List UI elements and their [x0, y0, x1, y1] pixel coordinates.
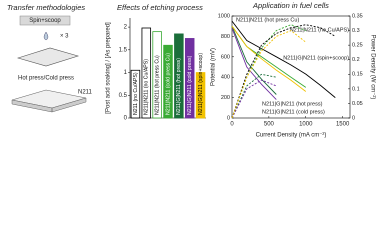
y-axis-label: Potential (mV) [211, 48, 217, 86]
repeat-label: × 3 [60, 34, 69, 40]
bar-label: N211|N211 (no Cu/APS) [144, 59, 150, 115]
series-label: N211|G|N211 (spin+scoop) [283, 55, 349, 61]
series-label: N211|G|N211 (hot press) [262, 101, 323, 107]
bar [195, 72, 206, 119]
series-label: N211|N211 (no Cu/APS) [290, 27, 349, 33]
plot-frame [231, 15, 351, 119]
y2-tick-label: 0.3 [352, 28, 360, 34]
polarization-curve [231, 25, 307, 92]
bar [130, 69, 141, 119]
y-tick-label: 1000 [218, 13, 230, 19]
y-tick-label: 1 [124, 70, 128, 76]
droplet [43, 31, 49, 41]
y2-tick-label: 0.05 [352, 101, 363, 107]
press-edge [11, 97, 87, 113]
y2-tick-label: 0.2 [352, 57, 360, 63]
polarization-curve [231, 20, 336, 98]
y-tick-label: 1.5 [119, 47, 128, 53]
bar [184, 38, 195, 119]
step-label: Hot press/Cold press [18, 76, 74, 82]
bar [174, 33, 184, 119]
y2-tick-label: 0.1 [352, 86, 360, 92]
bar [152, 31, 162, 119]
power-curve [231, 30, 307, 119]
y-tick-label: 2 [124, 25, 128, 31]
series-label: N211|N211 (hot press Cu) [236, 17, 299, 23]
y-tick-label: 0.5 [119, 93, 128, 99]
step-box [19, 15, 71, 26]
y2-axis-label: Power Density (W cm⁻²) [369, 35, 375, 100]
y-axis-label: [Post acid soaking] / [As prepared] [106, 22, 112, 114]
bar [163, 44, 173, 119]
y2-tick-label: 0.15 [352, 72, 363, 78]
series-label: N211|G|N211 (cold press) [262, 109, 325, 115]
y-tick-label: 200 [221, 95, 230, 101]
power-curve [231, 73, 277, 119]
membrane-label: N211 [78, 90, 93, 96]
x-tick-label: 1500 [336, 122, 350, 128]
panel-title: Transfer methodologies [7, 3, 85, 12]
bar-label: N211|G|N211 (spin+scoop) [198, 53, 204, 115]
y2-tick-label: 0.25 [352, 43, 363, 49]
x-tick-label: 1000 [299, 122, 313, 128]
chart-title: Effects of etching process [117, 3, 203, 12]
y-tick-label: 0 [124, 116, 128, 122]
bar-label: N211|G|N211 (hot press) [176, 58, 182, 115]
y2-tick-label: 0 [352, 115, 355, 121]
bar-label: N211 (no Cu/APS) [133, 72, 139, 115]
y-tick-label: 600 [221, 54, 230, 60]
y-tick-label: 800 [221, 34, 230, 40]
membrane-sheet [16, 47, 80, 67]
graphical-abstract: Transfer methodologies Spin+scoop × 3 Ho… [7, 1, 376, 139]
polarization-curve [231, 26, 277, 95]
bar-label: N211|G|N211 (cold press) [187, 55, 193, 115]
x-axis-label: Current Density (mA cm⁻²) [256, 133, 327, 139]
y2-tick-label: 0.35 [352, 13, 363, 19]
y-tick-label: 400 [221, 75, 230, 81]
step-label: Spin+scoop [29, 18, 61, 24]
chart-title: Application in fuel cells [252, 1, 329, 10]
power-curve [231, 79, 277, 119]
bar [141, 27, 152, 119]
polarization-curve [231, 28, 277, 100]
x-tick-label: 0 [230, 122, 234, 128]
x-tick-label: 500 [264, 122, 275, 128]
y-tick-label: 0 [227, 115, 230, 121]
power-curve [231, 24, 336, 119]
bar-label: N211|N211 (cold press Cu) [165, 53, 171, 115]
bar-label: N211|N211 (hot press Cu) [155, 55, 161, 115]
